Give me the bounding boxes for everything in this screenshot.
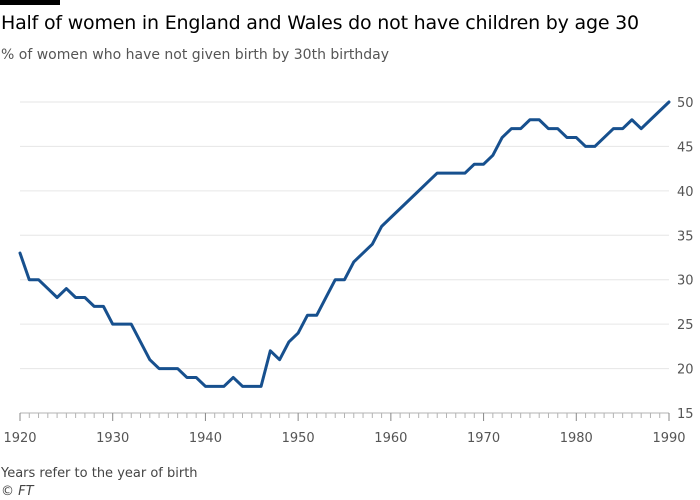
- y-tick-label-25: 25: [677, 318, 694, 333]
- y-tick-label-30: 30: [677, 274, 694, 289]
- chart-title: Half of women in England and Wales do no…: [1, 12, 639, 34]
- y-tick-label-45: 45: [677, 140, 694, 155]
- x-tick-label-1980: 1980: [560, 431, 593, 446]
- chart-subtitle: % of women who have not given birth by 3…: [1, 47, 390, 63]
- x-tick-label-1920: 1920: [3, 431, 36, 446]
- y-tick-label-35: 35: [677, 229, 694, 244]
- line-chart: 15 20 25 30 35 40 45 50 1920 1930 1940 1950 1960 1970…: [3, 96, 694, 446]
- y-tick-label-15: 15: [677, 407, 694, 422]
- footnote: Years refer to the year of birth: [1, 466, 198, 481]
- x-tick-label-1950: 1950: [282, 431, 315, 446]
- source-credit: © FT: [1, 484, 34, 499]
- x-tick-label-1970: 1970: [467, 431, 500, 446]
- series-line-childless-women: [18, 100, 671, 388]
- x-tick-label-1990: 1990: [652, 431, 685, 446]
- x-tick-label-1930: 1930: [96, 431, 129, 446]
- y-tick-label-20: 20: [677, 363, 694, 378]
- top-rule: [0, 0, 60, 5]
- y-tick-label-50: 50: [677, 96, 694, 111]
- y-tick-label-40: 40: [677, 185, 694, 200]
- x-tick-label-1960: 1960: [374, 431, 407, 446]
- x-tick-label-1940: 1940: [189, 431, 222, 446]
